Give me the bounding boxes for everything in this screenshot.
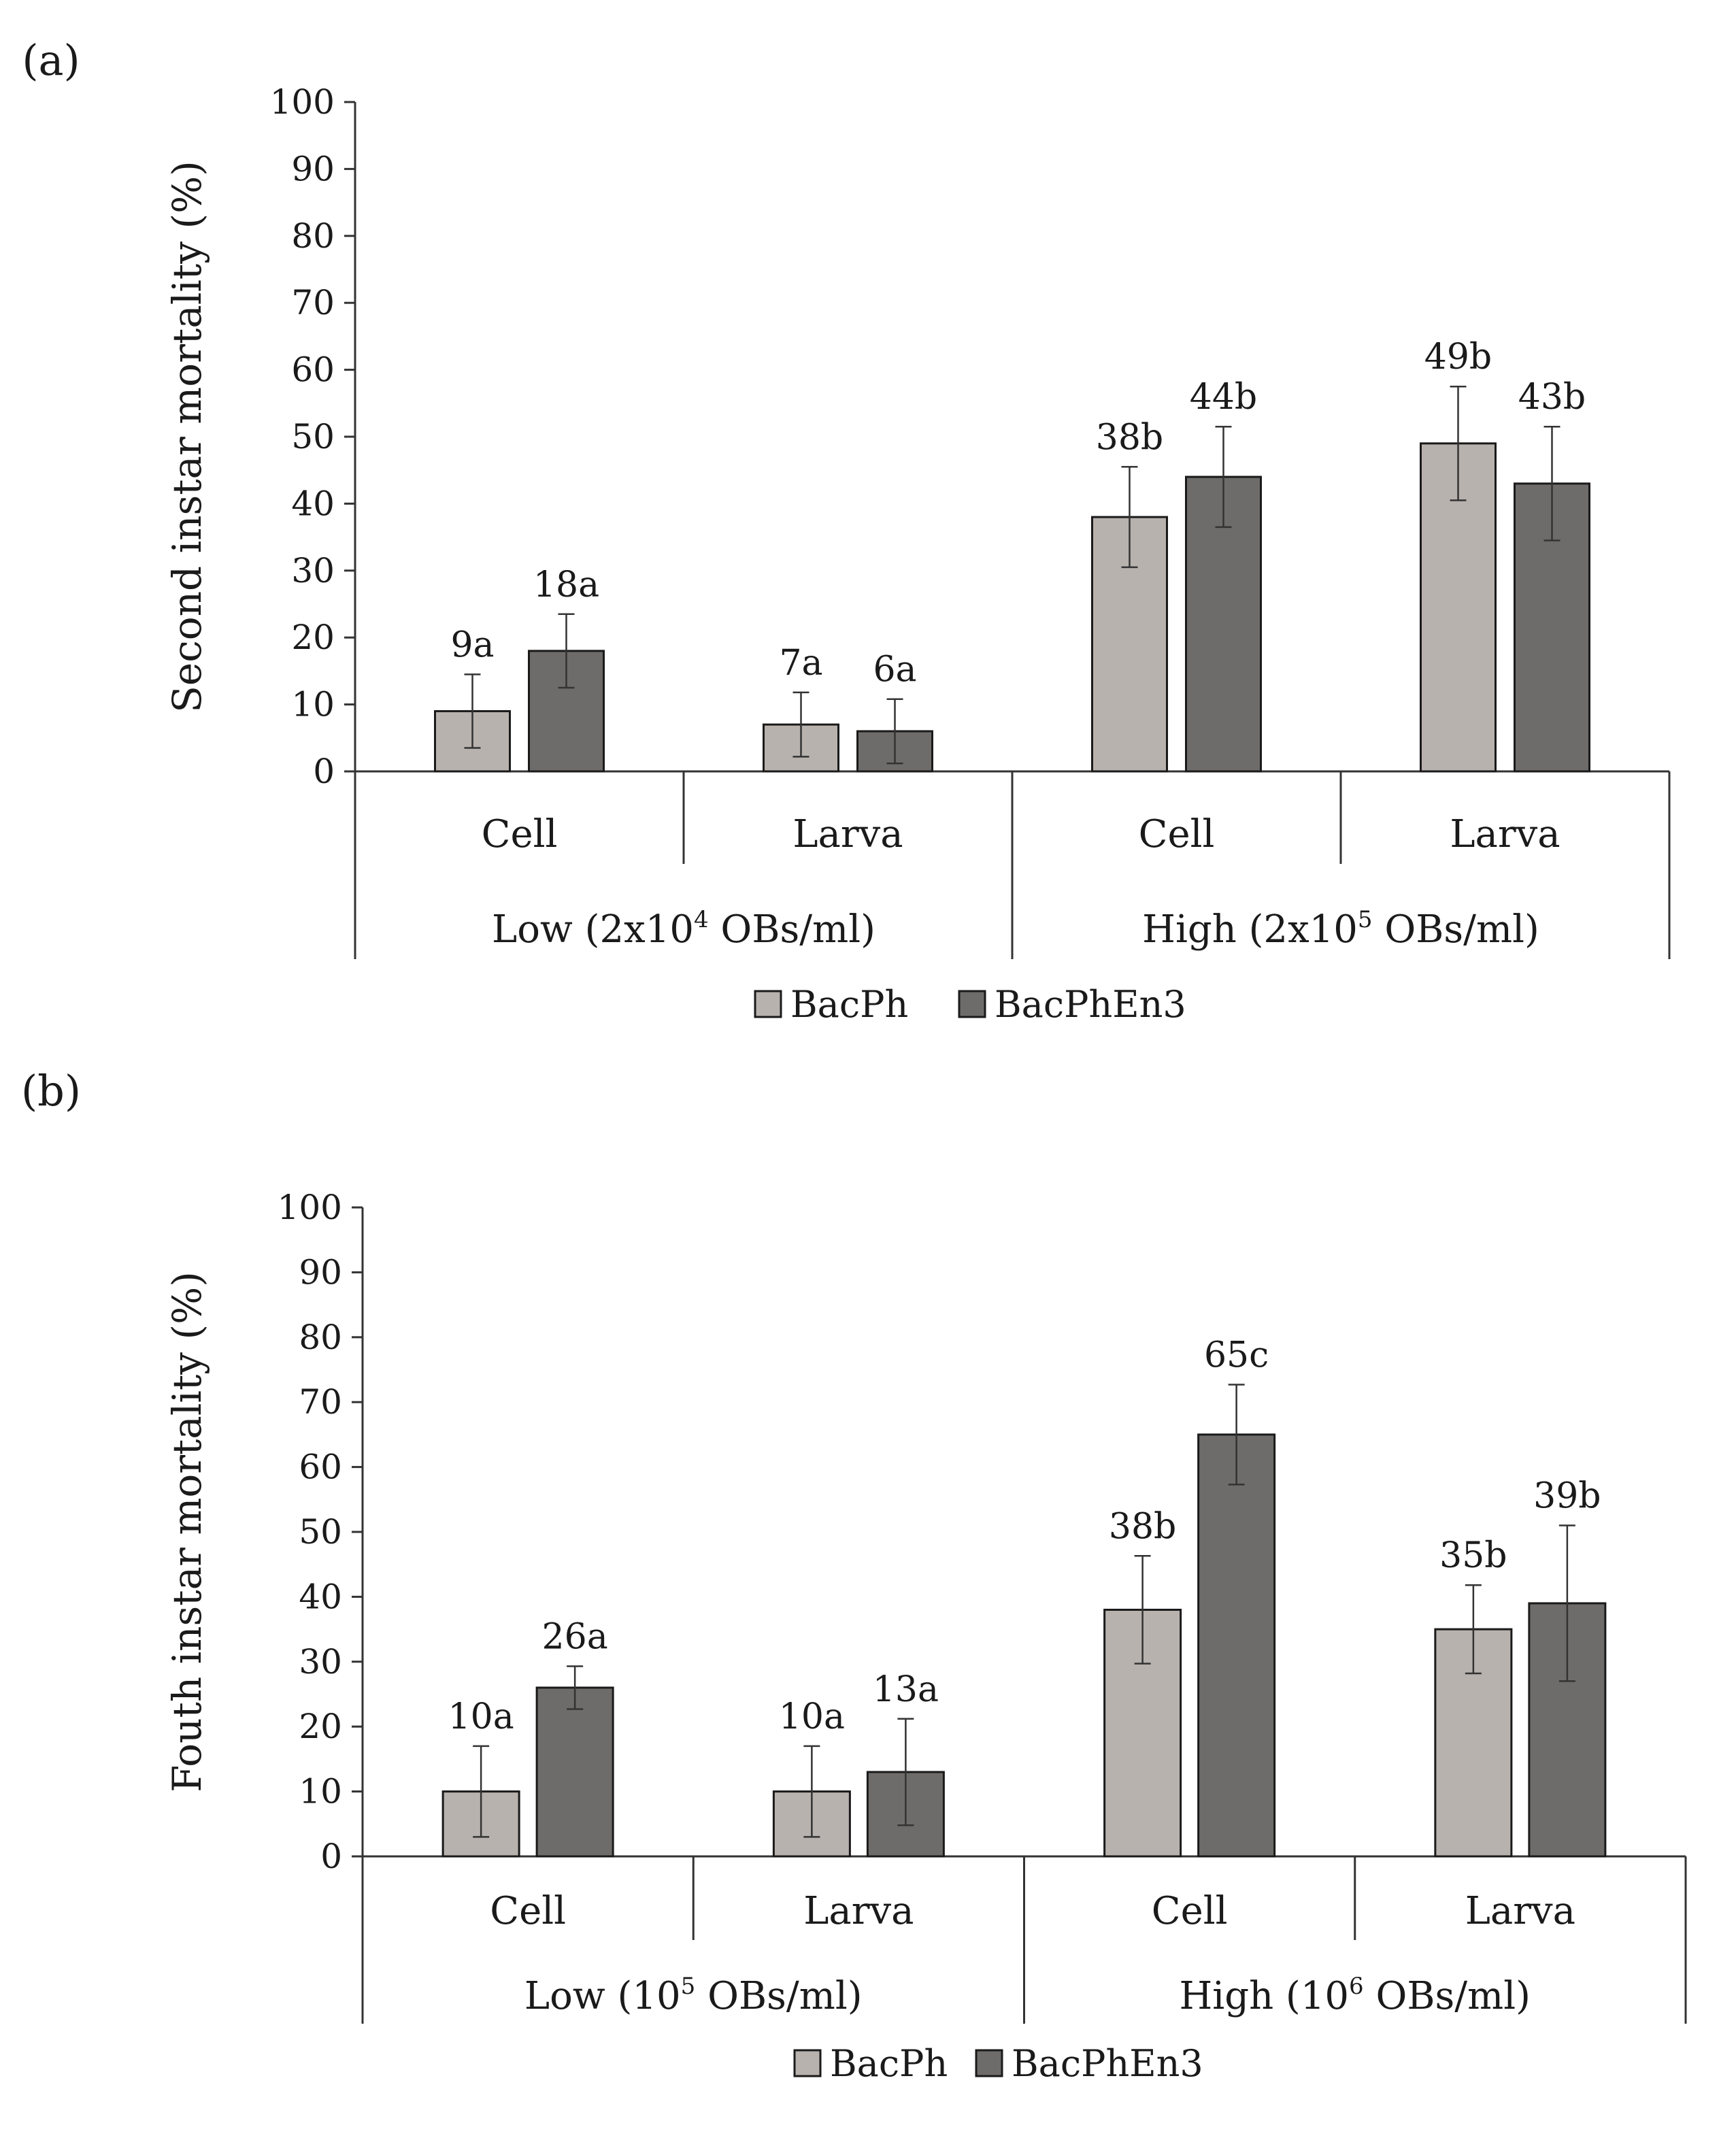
y-tick-label: 40 [291,484,335,523]
data-label: 39b [1533,1475,1601,1516]
data-label: 35b [1439,1535,1507,1576]
data-label: 26a [542,1616,608,1657]
legend-swatch-bacphen3 [975,2049,1003,2077]
legend: BacPh BacPhEn3 [754,983,1186,1026]
data-label: 18a [533,565,599,605]
legend-label: BacPh [790,983,908,1026]
y-tick-label: 80 [291,216,335,256]
data-label: 10a [448,1697,514,1737]
y-tick-label: 20 [291,618,335,657]
data-label: 38b [1096,417,1163,458]
y-tick-label: 20 [299,1707,342,1746]
legend-swatch-bacphen3 [958,990,986,1018]
y-tick-label: 100 [270,82,335,122]
x-category-label: Larva [1465,1889,1575,1933]
panel-label: (b) [21,1066,81,1116]
legend-label: BacPh [830,2042,948,2085]
data-label: 65c [1204,1335,1269,1375]
y-tick-label: 0 [320,1837,342,1876]
y-tick-label: 60 [291,350,335,390]
bar-bacphen3 [535,1686,614,1858]
y-tick-label: 60 [299,1448,342,1487]
data-label: 9a [450,624,494,665]
legend-label: BacPhEn3 [1012,2042,1203,2085]
y-tick-label: 50 [291,417,335,456]
y-tick-label: 30 [291,551,335,590]
x-group-label: Low (2x104 OBs/ml) [492,906,875,952]
y-tick-label: 10 [299,1772,342,1811]
data-label: 13a [873,1669,939,1710]
y-tick-label: 70 [299,1382,342,1422]
data-label: 38b [1109,1506,1176,1547]
y-tick-label: 30 [299,1642,342,1682]
legend: BacPh BacPhEn3 [793,2042,1203,2085]
data-label: 6a [873,650,916,690]
chart-panel-2: (b) 0 10 20 30 40 50 60 70 80 90 100 Fouth instar mo… [21,1066,1687,2085]
chart-panel-1: (a) 0 10 20 30 40 50 60 70 80 90 100 Second instar m… [22,35,1671,1026]
x-category-label: Cell [490,1889,566,1933]
panel-label: (a) [22,35,80,85]
x-category-label: Larva [1450,812,1560,856]
y-tick-label: 90 [291,149,335,188]
legend-swatch-bacph [793,2049,822,2077]
data-label: 43b [1518,377,1586,418]
y-tick-label: 80 [299,1318,342,1357]
x-category-label: Larva [792,812,903,856]
y-tick-label: 0 [313,752,335,791]
x-category-label: Cell [1152,1889,1228,1933]
x-group-label: High (2x105 OBs/ml) [1142,906,1539,952]
x-category-label: Cell [1139,812,1215,856]
y-tick-label: 100 [278,1188,342,1227]
data-label: 49b [1424,337,1492,378]
y-axis-title: Second instar mortality (%) [164,161,210,713]
y-tick-label: 70 [291,283,335,322]
data-label: 7a [779,643,822,684]
legend-swatch-bacph [754,990,782,1018]
y-tick-label: 10 [291,685,335,724]
x-group-label: High (106 OBs/ml) [1179,1973,1531,2018]
y-axis-title: Fouth instar mortality (%) [164,1271,210,1792]
data-label: 44b [1190,377,1257,418]
data-label: 10a [779,1697,845,1737]
x-category-label: Larva [803,1889,914,1933]
x-group-label: Low (105 OBs/ml) [524,1973,863,2018]
x-category-label: Cell [482,812,558,856]
y-tick-label: 90 [299,1252,342,1292]
y-tick-label: 50 [299,1512,342,1552]
y-tick-label: 40 [299,1577,342,1616]
bar-bacphen3 [1197,1433,1276,1858]
legend-label: BacPhEn3 [995,983,1186,1026]
